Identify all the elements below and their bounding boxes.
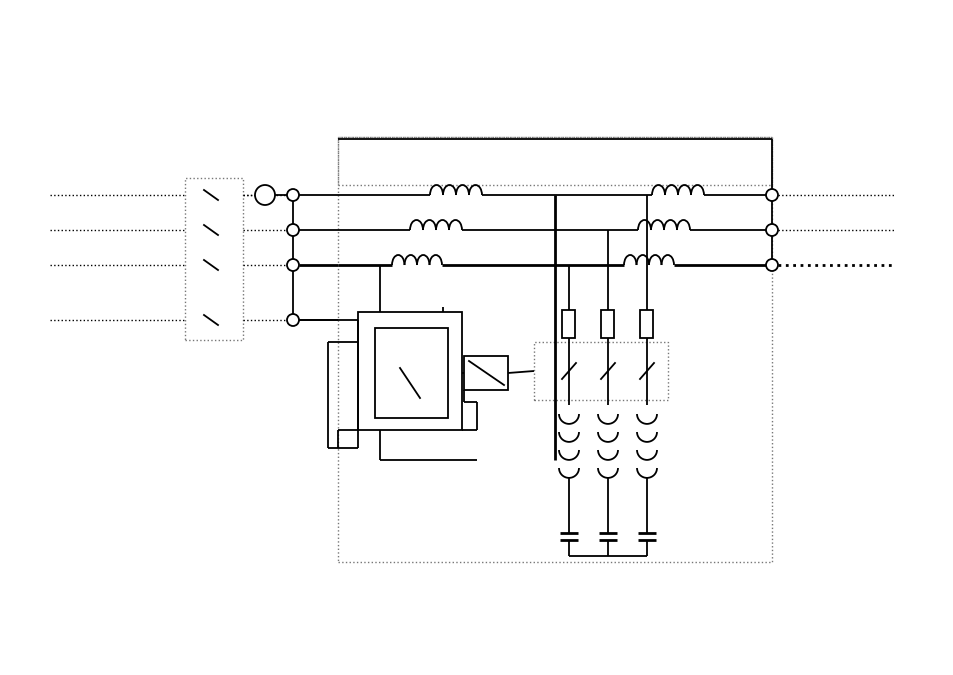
Circle shape xyxy=(287,224,298,236)
Bar xyxy=(185,178,243,340)
Bar xyxy=(357,312,461,430)
Bar xyxy=(601,310,614,338)
Bar xyxy=(639,310,653,338)
Bar xyxy=(562,310,575,338)
Circle shape xyxy=(765,189,778,201)
Circle shape xyxy=(287,314,298,326)
Circle shape xyxy=(254,185,274,205)
Bar xyxy=(534,342,667,400)
Bar xyxy=(463,356,507,390)
Bar xyxy=(337,137,771,185)
Bar xyxy=(375,328,448,418)
Circle shape xyxy=(287,259,298,271)
Circle shape xyxy=(765,259,778,271)
Circle shape xyxy=(765,224,778,236)
Circle shape xyxy=(287,189,298,201)
Bar xyxy=(337,137,771,562)
